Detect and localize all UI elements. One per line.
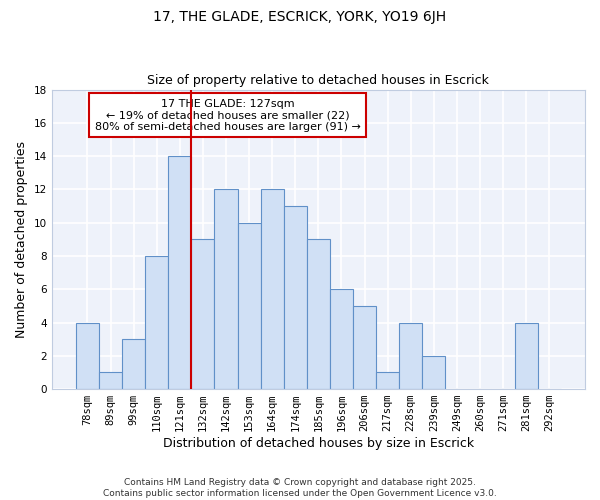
Bar: [422, 356, 445, 389]
Bar: [399, 322, 422, 389]
Bar: [168, 156, 191, 389]
Bar: [76, 322, 99, 389]
Text: Contains HM Land Registry data © Crown copyright and database right 2025.
Contai: Contains HM Land Registry data © Crown c…: [103, 478, 497, 498]
Bar: [284, 206, 307, 389]
Bar: [122, 339, 145, 389]
Bar: [376, 372, 399, 389]
Y-axis label: Number of detached properties: Number of detached properties: [15, 141, 28, 338]
X-axis label: Distribution of detached houses by size in Escrick: Distribution of detached houses by size …: [163, 437, 474, 450]
Bar: [330, 289, 353, 389]
Bar: [238, 222, 260, 389]
Bar: [260, 190, 284, 389]
Bar: [191, 240, 214, 389]
Bar: [145, 256, 168, 389]
Text: 17 THE GLADE: 127sqm
← 19% of detached houses are smaller (22)
80% of semi-detac: 17 THE GLADE: 127sqm ← 19% of detached h…: [95, 98, 361, 132]
Bar: [353, 306, 376, 389]
Bar: [307, 240, 330, 389]
Title: Size of property relative to detached houses in Escrick: Size of property relative to detached ho…: [148, 74, 489, 87]
Bar: [515, 322, 538, 389]
Bar: [99, 372, 122, 389]
Bar: [214, 190, 238, 389]
Text: 17, THE GLADE, ESCRICK, YORK, YO19 6JH: 17, THE GLADE, ESCRICK, YORK, YO19 6JH: [154, 10, 446, 24]
